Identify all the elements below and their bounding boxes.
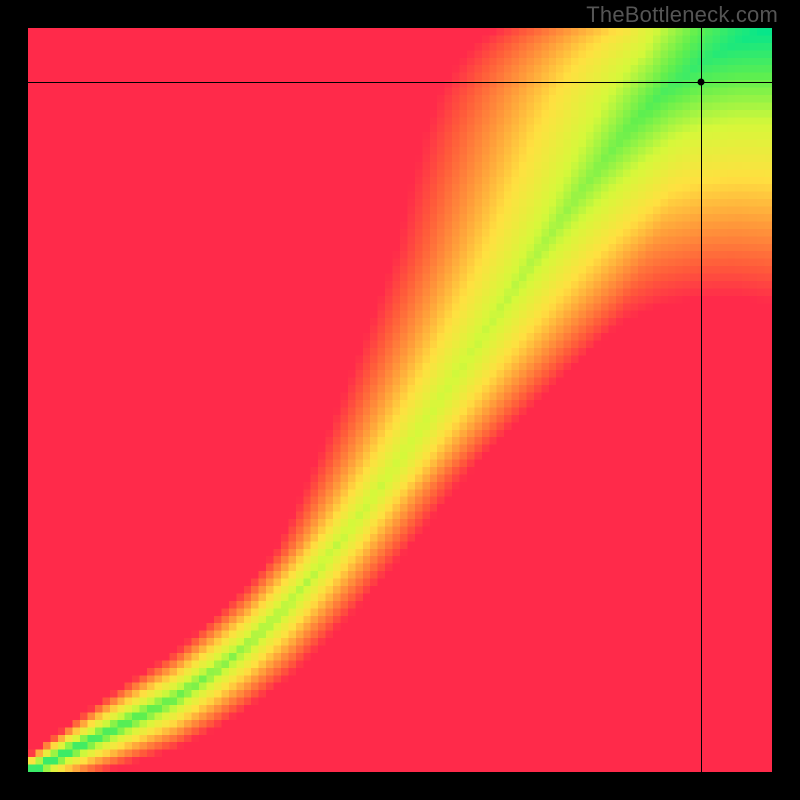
marker-dot: [698, 78, 705, 85]
heatmap-canvas: [28, 28, 772, 772]
crosshair-vertical: [701, 28, 702, 772]
watermark: TheBottleneck.com: [586, 2, 778, 28]
bottleneck-heatmap: [28, 28, 772, 772]
crosshair-horizontal: [28, 82, 772, 83]
